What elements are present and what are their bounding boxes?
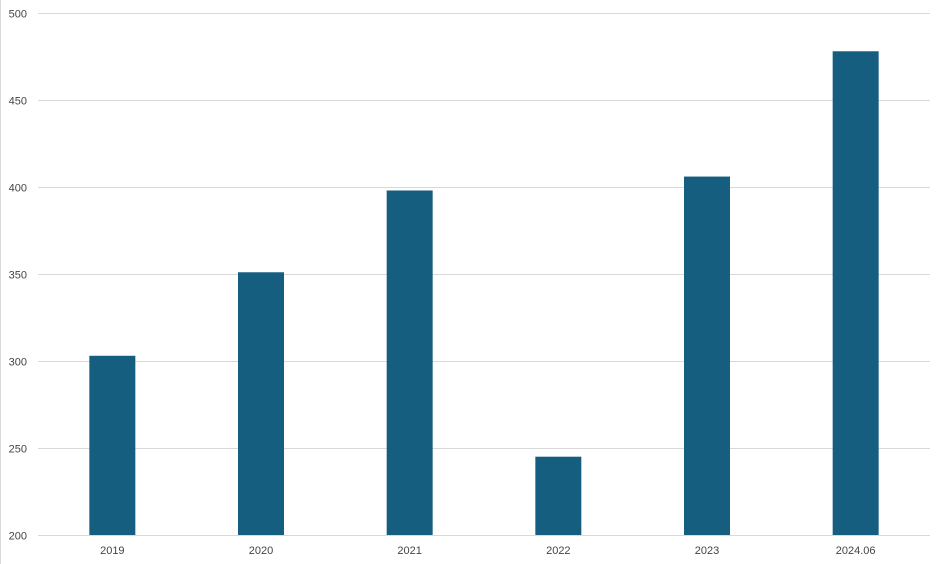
y-tick-label: 500 — [9, 9, 27, 21]
x-tick-labels: 2019 2020 2021 2022 2023 2024.06 — [100, 545, 875, 557]
gridlines — [38, 13, 930, 536]
x-tick-label: 2021 — [397, 545, 421, 557]
bar-2023 — [684, 176, 730, 535]
bars — [89, 51, 879, 536]
bar-2020 — [238, 272, 284, 535]
x-tick-label: 2022 — [546, 545, 570, 557]
y-tick-labels: 200 250 300 350 400 450 500 — [9, 9, 27, 543]
x-tick-label: 2023 — [695, 545, 719, 557]
y-tick-label: 300 — [9, 357, 27, 369]
bar-2021 — [386, 190, 433, 536]
y-tick-label: 200 — [9, 531, 27, 543]
bar-2024.06 — [832, 51, 879, 535]
y-tick-label: 350 — [9, 270, 27, 282]
bar-2022 — [535, 456, 582, 535]
x-tick-label: 2020 — [249, 545, 273, 557]
y-tick-label: 450 — [9, 96, 27, 108]
bar-2019 — [89, 355, 136, 535]
x-tick-label: 2019 — [100, 545, 124, 557]
x-tick-label: 2024.06 — [836, 545, 876, 557]
y-tick-label: 400 — [9, 183, 27, 195]
y-tick-label: 250 — [9, 444, 27, 456]
